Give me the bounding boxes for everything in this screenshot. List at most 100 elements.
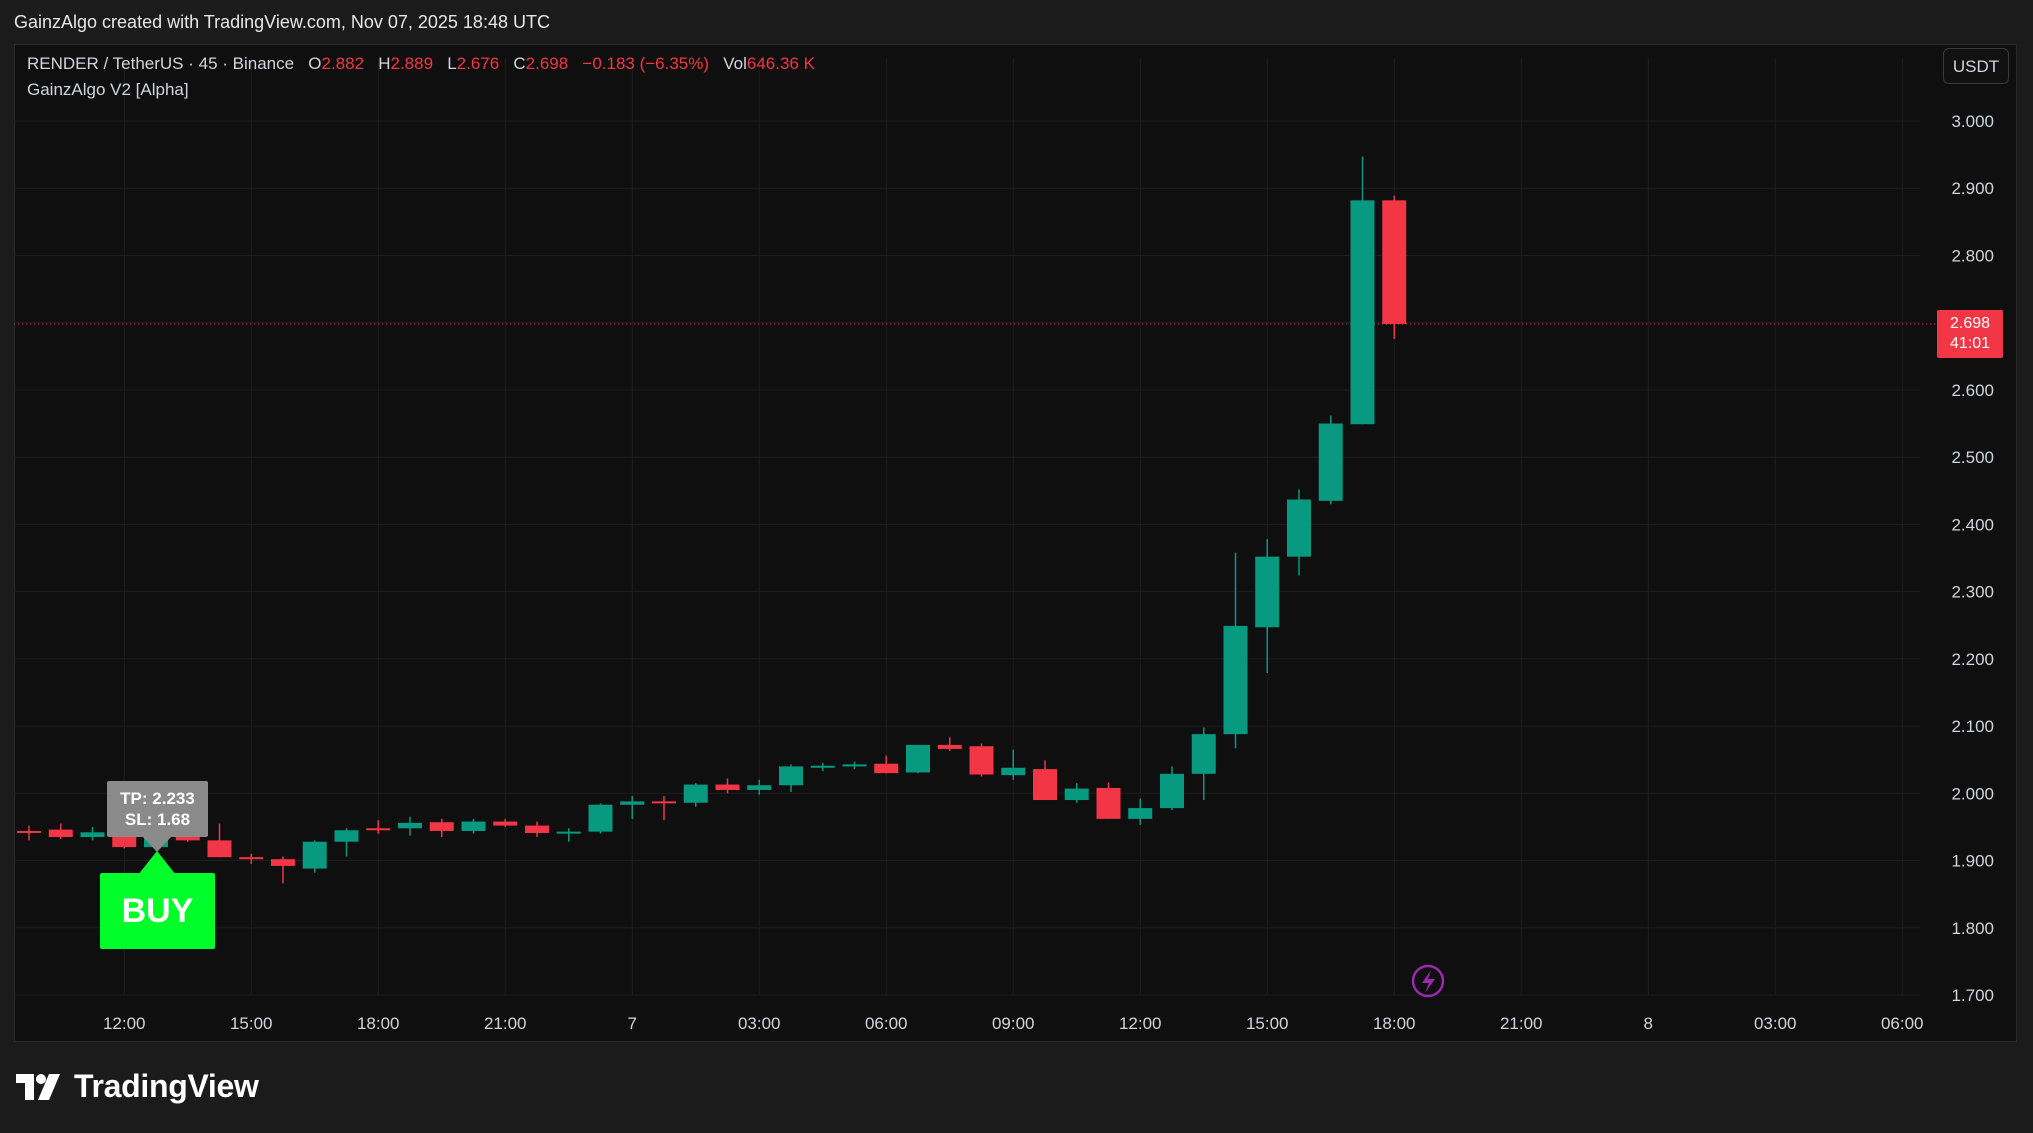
candle[interactable] [1223,552,1248,749]
candle[interactable] [493,818,518,827]
candle[interactable] [334,828,359,857]
price-tick-label: 2.100 [1951,717,1994,736]
candle[interactable] [779,764,803,792]
bar-countdown: 41:01 [1949,335,1991,352]
take-profit-text: TP: 2.233 [120,789,195,808]
candle-body [620,801,645,805]
candle-body [588,804,613,832]
candle[interactable] [747,779,772,795]
candle[interactable] [842,761,867,770]
low-label: L [447,54,457,73]
volume-label: Vol [723,54,747,73]
candle[interactable] [810,763,835,772]
time-axis: 12:00 15:00 18:00 21:00 7 03:00 06:00 09:00 12:0… [103,1014,1924,1033]
candle[interactable] [715,778,740,794]
time-tick-label: 21:00 [484,1014,527,1033]
price-tick-label: 3.000 [1951,112,1994,131]
stop-loss-text: SL: 1.68 [124,810,191,829]
candle[interactable] [1160,766,1184,811]
candle-body [302,841,327,869]
candle[interactable] [398,816,422,836]
candle-body [271,859,295,866]
candle-body [429,822,454,831]
candle[interactable] [906,744,930,774]
open-label: O [308,54,322,73]
candle-body [715,784,740,790]
candle-body [1033,769,1057,801]
candle-body [1160,773,1184,809]
candle[interactable] [1064,783,1089,803]
open-value: 2.882 [321,54,365,73]
candle[interactable] [937,737,962,751]
candle[interactable] [17,825,41,841]
low-value: 2.676 [456,54,500,73]
candle-body [842,764,867,767]
candle-body [1287,499,1311,557]
candle[interactable] [1382,195,1407,339]
time-tick-label: 06:00 [865,1014,908,1033]
candle-body [493,821,518,826]
candle-body [239,857,264,860]
time-tick-label: 03:00 [738,1014,781,1033]
candle[interactable] [969,743,994,777]
candle[interactable] [461,818,486,834]
candle[interactable] [1033,760,1057,801]
candle[interactable] [239,853,264,864]
candle-body [48,829,73,838]
candle[interactable] [1128,798,1153,825]
candle[interactable] [271,856,295,884]
chart-grid [14,58,1920,996]
candle[interactable] [1191,727,1216,801]
currency-button[interactable]: USDT [1943,48,2009,84]
candle[interactable] [556,828,581,842]
symbol-name[interactable]: RENDER / TetherUS · 45 · Binance [27,54,295,73]
price-tick-label: 1.900 [1951,852,1994,871]
time-tick-label: 18:00 [357,1014,400,1033]
indicator-name[interactable]: GainzAlgo V2 [Alpha] [27,80,189,99]
candle[interactable] [1001,749,1026,780]
lightning-icon[interactable] [1411,964,1445,998]
candle-body [366,828,391,831]
price-tick-label: 2.800 [1951,246,1994,265]
candle-body [1223,625,1248,735]
time-tick-label: 8 [1644,1014,1653,1033]
candle-body [810,765,835,768]
candle[interactable] [429,818,454,838]
candle[interactable] [1287,489,1311,576]
candle[interactable] [1350,156,1375,425]
attribution-text: GainzAlgo created with TradingView.com, … [14,12,550,32]
price-axis: 3.0002.9002.8002.7002.6002.5002.4002.300… [1951,112,1994,1005]
candle[interactable] [207,823,232,858]
tradingview-icon [16,1073,60,1100]
chart-pane[interactable] [14,44,2017,1042]
candle[interactable] [48,823,73,840]
candle-body [461,821,486,831]
candle[interactable] [652,795,676,821]
candle[interactable] [80,826,105,841]
candle-body [556,831,581,834]
price-tick-label: 1.700 [1951,986,1994,1005]
candle[interactable] [588,803,613,834]
candle-body [334,830,359,842]
price-tick-label: 2.400 [1951,515,1994,534]
high-value: 2.889 [390,54,434,73]
close-value: 2.698 [525,54,569,73]
price-tick-label: 2.600 [1951,381,1994,400]
candle[interactable] [1096,782,1121,819]
candle[interactable] [1318,415,1343,505]
candle[interactable] [366,820,391,834]
candle-body [1064,788,1089,801]
tradingview-logo[interactable]: TradingView [16,1068,259,1105]
candles [17,156,1407,884]
top-bar: GainzAlgo created with TradingView.com, … [0,0,2033,44]
candle[interactable] [620,795,645,819]
candle[interactable] [302,840,327,873]
candle[interactable] [683,783,708,807]
candle-body [525,825,549,833]
buy-pointer [138,851,176,875]
candle[interactable] [525,821,549,838]
candle[interactable] [874,755,899,774]
candle[interactable] [1255,539,1280,673]
candle-body [1350,200,1375,425]
